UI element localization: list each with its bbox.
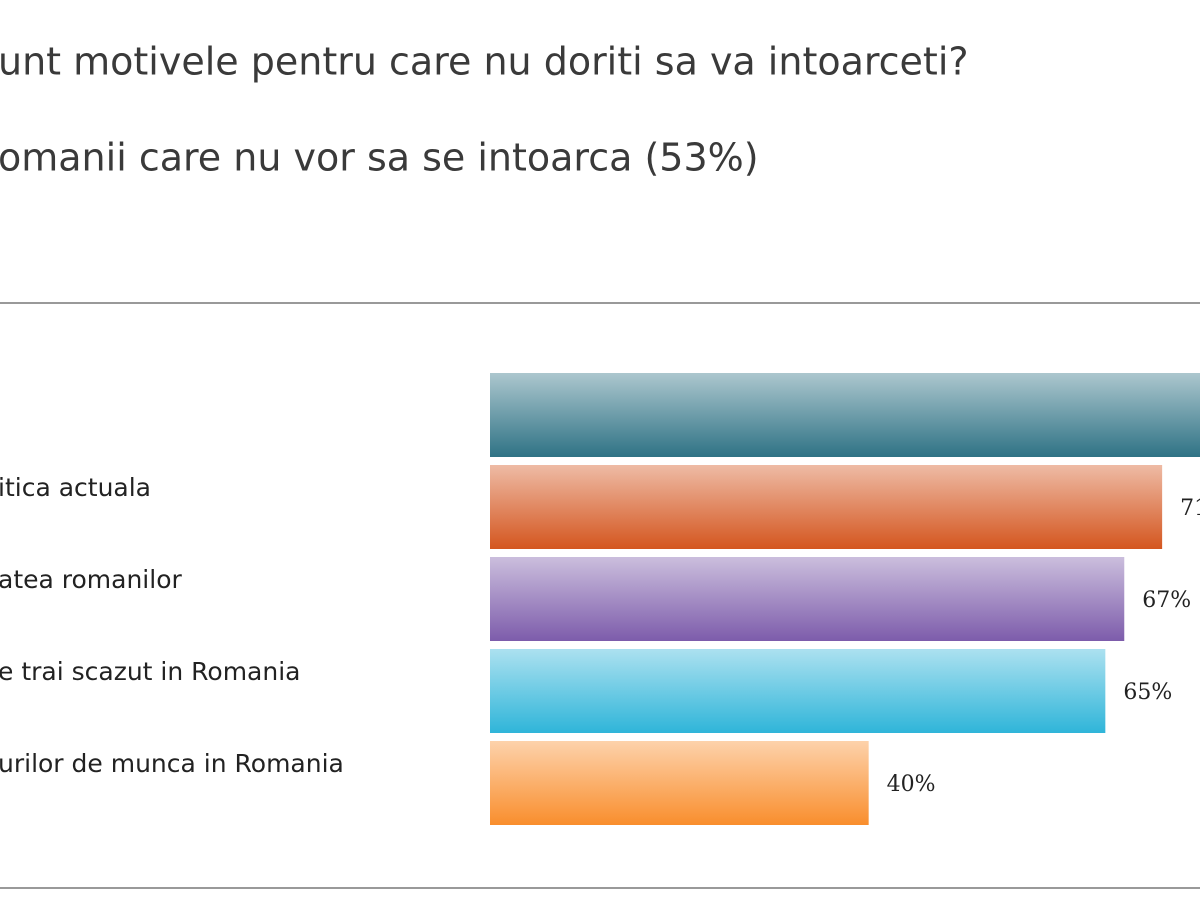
bar xyxy=(490,373,1200,457)
chart-subtitle: omanii care nu vor sa se intoarca (53%) xyxy=(0,136,759,180)
value-label: 71% xyxy=(1180,496,1200,521)
category-label: urilor de munca in Romania xyxy=(0,749,344,778)
bar xyxy=(490,465,1163,549)
bar xyxy=(490,741,869,825)
category-label: itica actuala xyxy=(0,473,151,502)
category-label: e trai scazut in Romania xyxy=(0,657,301,686)
category-label: atea romanilor xyxy=(0,565,182,594)
chart-title: unt motivele pentru care nu doriti sa va… xyxy=(0,40,969,84)
value-label: 67% xyxy=(1142,588,1191,613)
bar xyxy=(490,649,1106,733)
value-label: 40% xyxy=(887,772,936,797)
bar xyxy=(490,557,1125,641)
value-label: 65% xyxy=(1123,680,1172,705)
